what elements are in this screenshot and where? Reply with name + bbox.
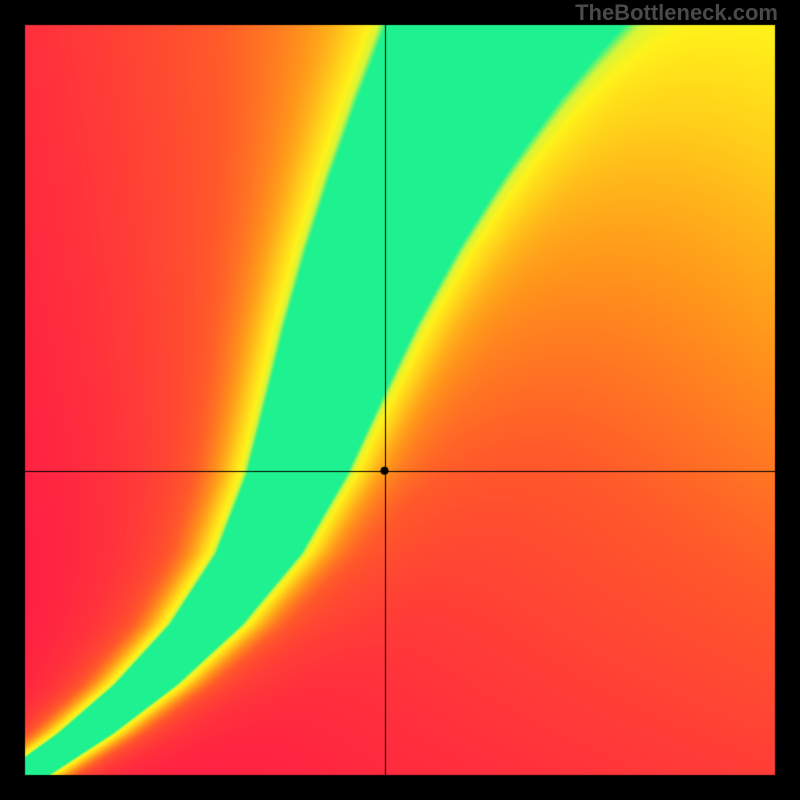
watermark-text: TheBottleneck.com bbox=[575, 0, 778, 26]
chart-container: TheBottleneck.com bbox=[0, 0, 800, 800]
bottleneck-heatmap bbox=[0, 0, 800, 800]
